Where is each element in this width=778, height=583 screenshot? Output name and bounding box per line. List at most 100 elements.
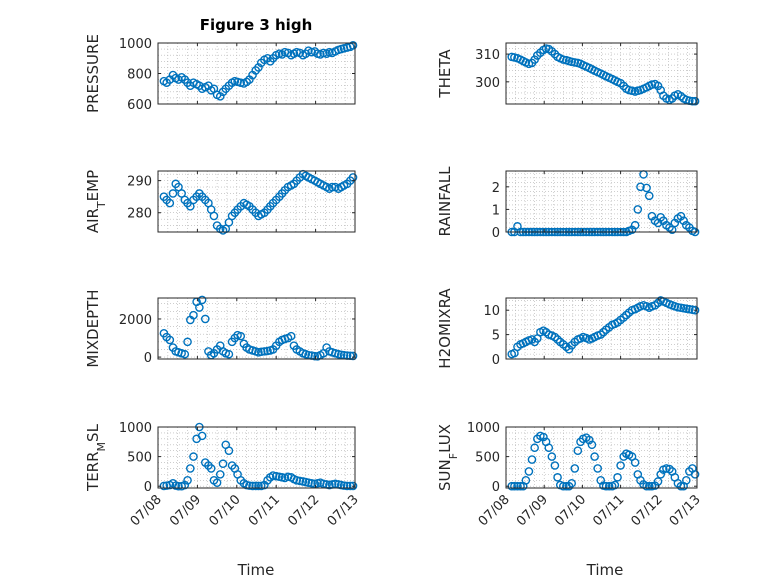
data-point: [559, 481, 568, 491]
data-point: [636, 182, 645, 192]
data-point: [516, 481, 525, 491]
data-point: [254, 481, 263, 491]
panel-terr-msl: 0 500 1000 07/08 07/09 07/10 07/11 07/12 07/13 T…: [84, 421, 362, 529]
y-tick-label: 0: [144, 351, 152, 366]
data-point: [218, 459, 228, 469]
panel-mixdepth: 0 2000 MIXDEPTH: [84, 289, 358, 368]
data-point: [553, 473, 562, 482]
ylabel-terr-msl: TERRMSL: [84, 423, 108, 492]
data-point: [656, 470, 666, 479]
data-point: [690, 96, 700, 106]
axes-box: [505, 170, 698, 233]
axes: 0 2000: [119, 297, 356, 366]
panel-air-temp: 280 290 AIRTEMP: [84, 169, 358, 235]
data-point: [521, 476, 531, 485]
data-point: [688, 96, 697, 106]
y-tick-label: 500: [127, 451, 152, 466]
data-point: [251, 481, 261, 491]
data-point: [665, 223, 674, 232]
data-point: [206, 464, 216, 473]
x-tick-label: 07/11: [590, 492, 627, 529]
y-tick-label: 1: [492, 203, 500, 218]
data-point: [682, 476, 691, 485]
data-point: [215, 92, 225, 101]
series-markers: [159, 422, 358, 491]
data-point: [224, 349, 234, 359]
data-point: [676, 481, 686, 491]
series-markers: [507, 296, 700, 359]
data-point: [665, 464, 674, 474]
data-point: [348, 351, 358, 361]
y-tick-label: 1000: [467, 421, 500, 436]
data-point: [613, 473, 622, 482]
data-point: [642, 183, 651, 193]
data-point: [245, 481, 254, 490]
y-tick-label: 280: [127, 207, 152, 222]
data-point: [292, 476, 301, 485]
y-tick-label: 1000: [119, 37, 152, 52]
data-point: [622, 310, 631, 320]
data-point: [630, 220, 640, 230]
y-tick-label: 0: [144, 480, 152, 495]
y-tick-label: 300: [475, 76, 500, 91]
data-point: [530, 443, 539, 453]
x-tick-label: 07/12: [285, 492, 322, 529]
x-tick-label: 07/12: [629, 492, 666, 529]
axes-box: [505, 297, 698, 360]
data-point: [559, 55, 568, 64]
y-tick-label: 0: [492, 353, 500, 368]
panel-sun-flux: 0 500 1000 07/08 07/09 07/10 07/11 07/12 07/13 S…: [436, 421, 704, 529]
axes-box: [157, 297, 356, 360]
data-point: [271, 471, 281, 481]
ylabel-rainfall: RAINFALL: [436, 166, 454, 237]
data-point: [260, 347, 269, 356]
data-point: [339, 481, 349, 490]
data-point: [616, 461, 625, 470]
x-tick-label: 07/10: [207, 492, 244, 529]
data-point: [180, 349, 190, 359]
data-point: [527, 335, 537, 344]
series-markers: [159, 169, 358, 235]
x-tick-label: 07/10: [552, 492, 589, 529]
data-point: [256, 347, 266, 357]
data-point: [165, 335, 175, 345]
data-point: [567, 478, 577, 488]
data-point: [690, 470, 700, 479]
data-point: [168, 189, 178, 198]
data-point: [539, 432, 548, 442]
data-point: [224, 446, 234, 455]
axes: 280 290: [127, 170, 356, 233]
y-tick-label: 800: [127, 68, 152, 83]
data-point: [619, 313, 628, 322]
data-point: [596, 330, 606, 339]
data-point: [248, 481, 257, 491]
data-point: [304, 478, 313, 487]
xlabel-left: Time: [237, 561, 275, 579]
y-tick-label: 290: [127, 175, 152, 190]
data-point: [679, 216, 688, 226]
data-point: [209, 211, 219, 221]
data-point: [197, 295, 207, 305]
data-point: [673, 302, 683, 312]
data-point: [527, 455, 537, 464]
data-point: [630, 458, 640, 467]
panel-h2omixra: 0 5 10 H2OMIXRA: [436, 288, 700, 369]
panel-rainfall: 0 1 2 RAINFALL: [436, 166, 700, 241]
data-point: [553, 335, 562, 344]
y-tick-label: 310: [475, 48, 500, 63]
panel-theta: 300 310 THETA: [436, 42, 700, 106]
data-point: [676, 211, 686, 221]
figure-title: Figure 3 high: [200, 16, 313, 34]
data-point: [642, 481, 651, 491]
data-point: [624, 85, 634, 95]
data-point: [330, 479, 340, 489]
data-point: [690, 305, 700, 315]
data-point: [682, 304, 691, 314]
series-markers: [507, 431, 700, 491]
y-tick-label: 0: [492, 480, 500, 495]
axes: 600 800 1000: [119, 37, 356, 113]
data-point: [667, 94, 677, 103]
data-point: [590, 452, 599, 461]
y-tick-label: 0: [492, 226, 500, 241]
data-point: [599, 327, 608, 337]
